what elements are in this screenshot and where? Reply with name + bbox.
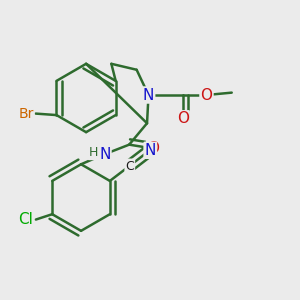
Text: C: C: [125, 160, 134, 172]
Text: N: N: [99, 147, 110, 162]
Text: Br: Br: [18, 106, 34, 121]
Text: O: O: [177, 111, 189, 126]
Text: O: O: [200, 88, 212, 103]
Text: Cl: Cl: [18, 212, 33, 227]
Text: N: N: [145, 143, 156, 158]
Text: N: N: [143, 88, 154, 103]
Text: O: O: [147, 141, 159, 156]
Text: H: H: [89, 146, 98, 159]
